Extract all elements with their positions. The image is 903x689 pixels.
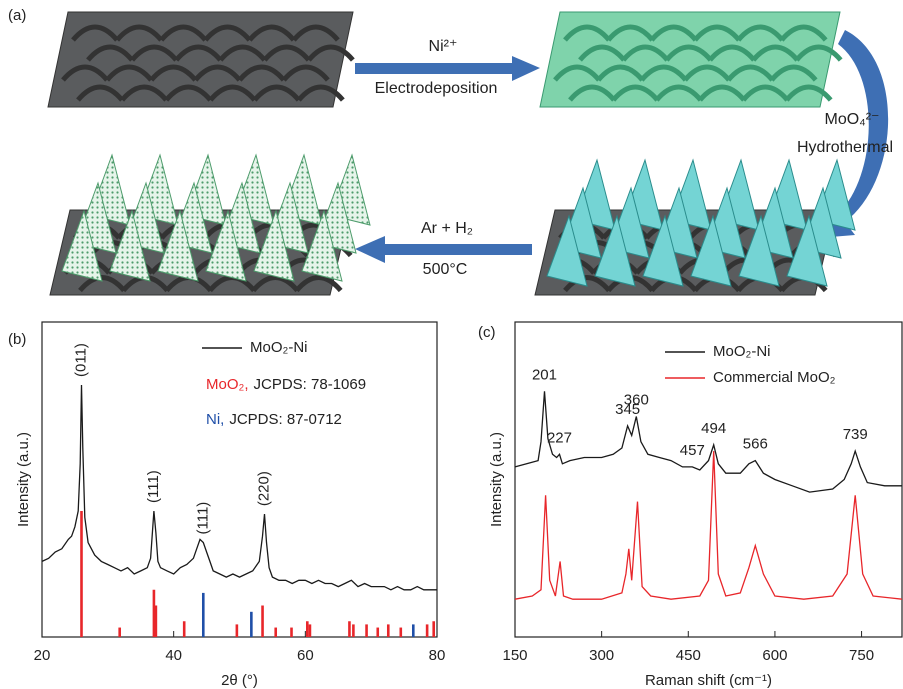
peak-label: 566 bbox=[743, 436, 768, 453]
peak-label: 201 bbox=[532, 366, 557, 383]
reference-stick bbox=[274, 628, 277, 637]
x-tick-label: 300 bbox=[589, 647, 614, 664]
x-tick-label: 600 bbox=[762, 647, 787, 664]
x-tick-label: 20 bbox=[34, 647, 51, 664]
reference-stick bbox=[290, 628, 293, 637]
reference-stick bbox=[387, 624, 390, 637]
x-tick-label: 60 bbox=[297, 647, 314, 664]
peak-label: 227 bbox=[547, 429, 572, 446]
y-axis-label: Intensity (a.u.) bbox=[488, 432, 505, 527]
mesh bbox=[48, 12, 353, 107]
reference-stick bbox=[432, 621, 435, 637]
legend-label: Commercial MoO₂ bbox=[713, 369, 836, 386]
panel-label: (a) bbox=[8, 7, 26, 24]
arrow bbox=[382, 244, 532, 255]
reference-stick bbox=[348, 621, 351, 637]
reference-stick bbox=[365, 624, 368, 637]
series-line bbox=[515, 451, 902, 599]
x-tick-label: 40 bbox=[165, 647, 182, 664]
peak-annotation: (111) bbox=[145, 470, 162, 503]
step-label: Ar + H₂ bbox=[421, 220, 473, 237]
peak-annotation: (220) bbox=[255, 471, 272, 506]
peak-annotation: (111) bbox=[194, 502, 211, 535]
legend-source: JCPDS: 78-1069 bbox=[254, 376, 367, 393]
x-tick-label: 450 bbox=[676, 647, 701, 664]
reference-stick bbox=[250, 612, 253, 637]
arrow bbox=[355, 63, 515, 74]
page: {"figure": {"panel_a": {"label": "(a)", … bbox=[0, 0, 903, 689]
arrow-head bbox=[355, 236, 385, 263]
x-axis-label: Raman shift (cm⁻¹) bbox=[645, 672, 772, 689]
step-label: Ni²⁺ bbox=[429, 38, 458, 55]
reference-stick bbox=[155, 606, 158, 638]
peak-label: 457 bbox=[680, 442, 705, 459]
x-axis-label: 2θ (°) bbox=[221, 672, 258, 689]
legend-label: MoO₂, JCPDS: 78-1069 bbox=[206, 376, 366, 393]
step-label: Hydrothermal bbox=[797, 139, 893, 156]
reference-stick bbox=[202, 593, 205, 637]
reference-stick bbox=[80, 511, 83, 637]
step-label: MoO₄²⁻ bbox=[825, 111, 880, 128]
peak-label: 360 bbox=[624, 391, 649, 408]
peak-label: 739 bbox=[843, 426, 868, 443]
peak-annotation: (011) bbox=[72, 343, 89, 377]
legend-label: Ni, JCPDS: 87-0712 bbox=[206, 411, 342, 428]
step-label: 500°C bbox=[423, 261, 468, 278]
reference-stick bbox=[352, 624, 355, 637]
x-tick-label: 80 bbox=[429, 647, 446, 664]
plot-frame bbox=[42, 322, 437, 637]
reference-stick bbox=[426, 624, 429, 637]
reference-stick bbox=[412, 624, 415, 637]
legend-source: JCPDS: 87-0712 bbox=[229, 411, 342, 428]
arrow-head bbox=[512, 56, 540, 81]
reference-stick bbox=[118, 628, 121, 637]
x-tick-label: 150 bbox=[502, 647, 527, 664]
panel-label: (b) bbox=[8, 331, 26, 348]
legend-name: Ni, bbox=[206, 411, 224, 428]
x-tick-label: 750 bbox=[849, 647, 874, 664]
legend-label: MoO₂-Ni bbox=[250, 339, 308, 356]
y-axis-label: Intensity (a.u.) bbox=[15, 432, 32, 527]
peak-label: 494 bbox=[701, 420, 726, 437]
reference-stick bbox=[309, 624, 312, 637]
reference-stick bbox=[236, 624, 239, 637]
reference-stick bbox=[183, 621, 186, 637]
reference-stick bbox=[399, 628, 402, 637]
mesh bbox=[540, 12, 841, 107]
panel-label: (c) bbox=[478, 324, 496, 341]
legend-name: MoO₂, bbox=[206, 376, 249, 393]
figure: (a) Ni²⁺ Electrodeposition MoO₄²⁻ Hydrot… bbox=[0, 0, 903, 689]
reference-stick bbox=[306, 621, 309, 637]
step-label: Electrodeposition bbox=[375, 80, 498, 97]
legend-label: MoO₂-Ni bbox=[713, 343, 771, 360]
reference-stick bbox=[261, 606, 264, 638]
reference-stick bbox=[376, 628, 379, 637]
